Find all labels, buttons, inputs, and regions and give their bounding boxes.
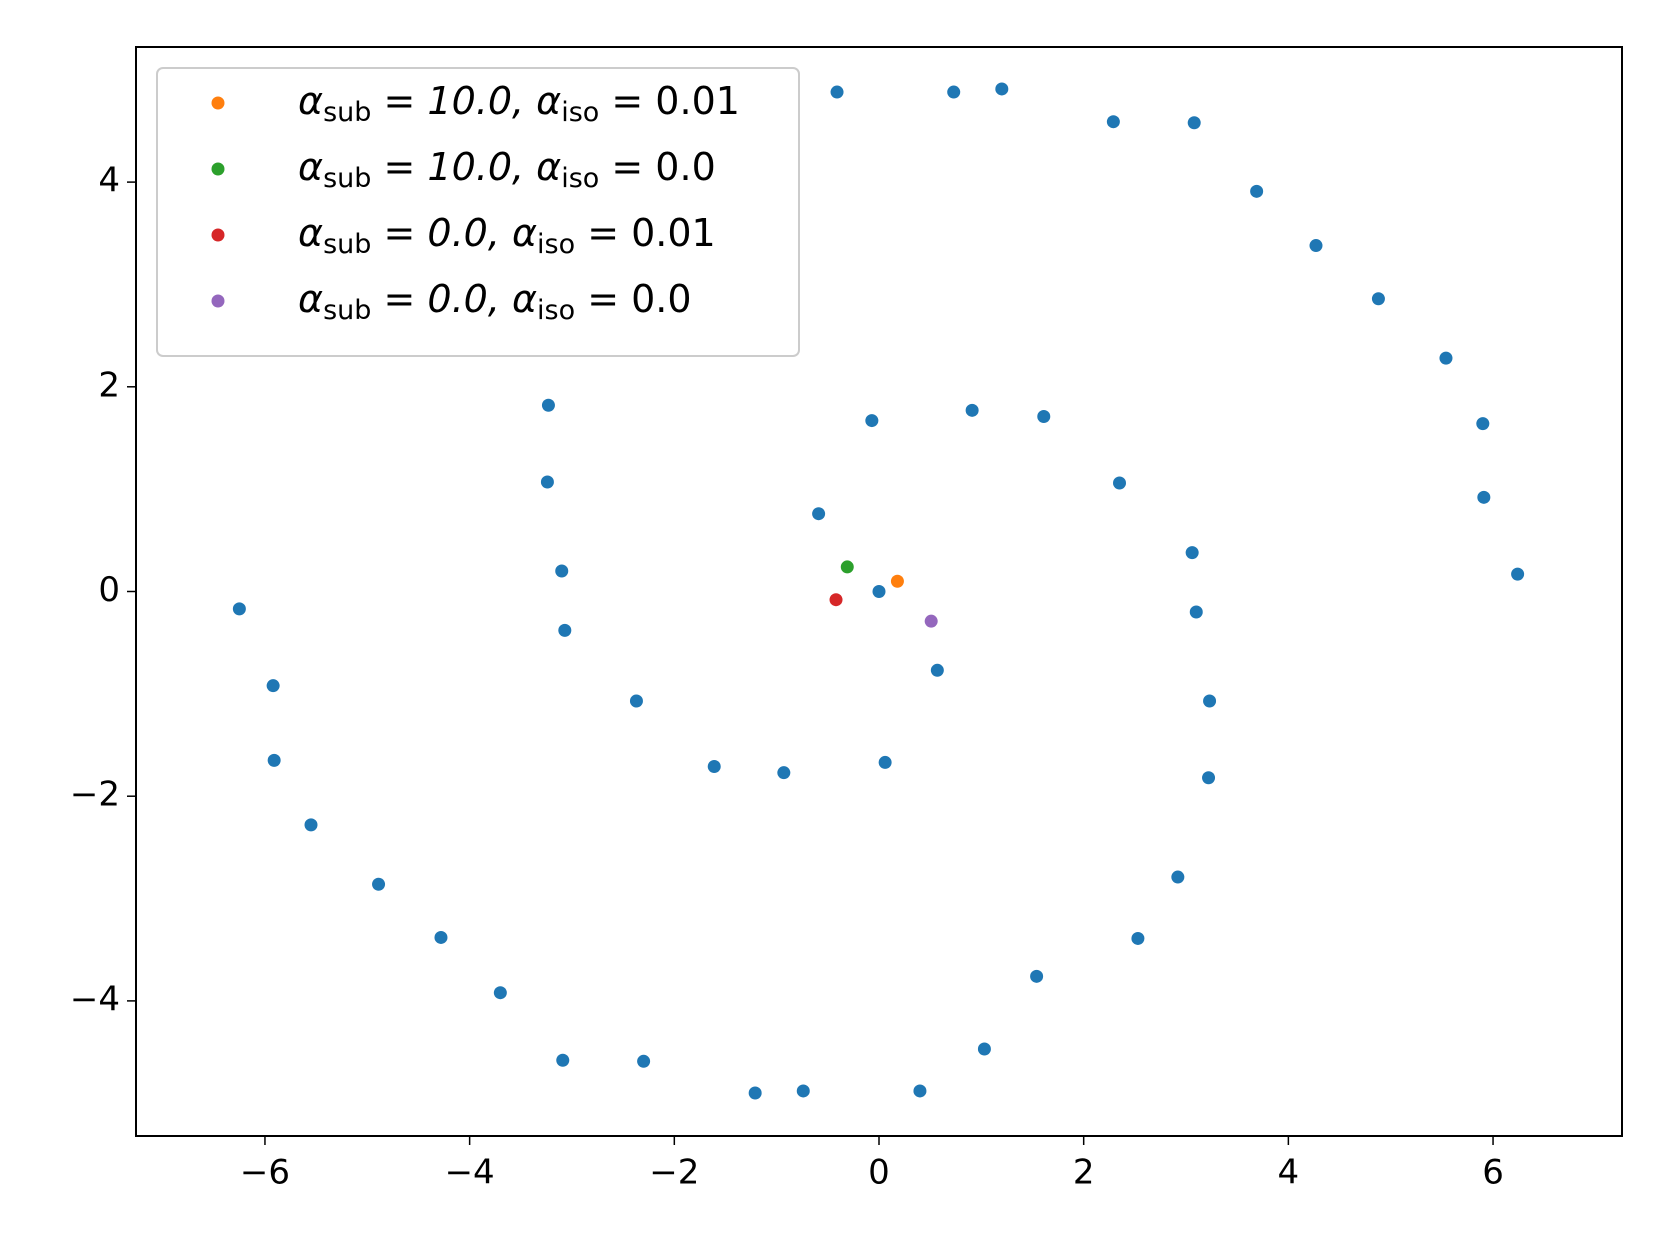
point bbox=[947, 85, 961, 99]
point bbox=[1106, 115, 1120, 129]
point bbox=[1113, 476, 1127, 490]
point bbox=[1037, 409, 1051, 423]
point bbox=[812, 507, 826, 521]
point bbox=[629, 694, 643, 708]
point bbox=[493, 986, 507, 1000]
point bbox=[1185, 546, 1199, 560]
point bbox=[872, 585, 886, 598]
x-tick-label: 4 bbox=[1278, 1153, 1300, 1193]
legend-marker bbox=[211, 96, 225, 110]
legend: αsub = 10.0, αiso = 0.01 αsub = 10.0, αis… bbox=[156, 67, 800, 357]
point bbox=[830, 85, 844, 99]
point bbox=[865, 414, 879, 428]
point bbox=[796, 1084, 810, 1098]
point bbox=[777, 766, 791, 780]
x-tick-label: −6 bbox=[240, 1153, 290, 1193]
point bbox=[232, 602, 246, 616]
x-tick-label: 0 bbox=[868, 1153, 890, 1193]
point bbox=[1189, 605, 1203, 619]
point bbox=[372, 877, 386, 891]
point bbox=[434, 930, 448, 944]
point bbox=[878, 755, 892, 769]
point bbox=[1250, 184, 1264, 198]
point bbox=[1171, 870, 1185, 884]
legend-marker bbox=[211, 162, 225, 176]
legend-label: αsub = 0.0, αiso = 0.0 bbox=[298, 277, 692, 326]
point bbox=[1477, 490, 1491, 504]
point bbox=[1371, 292, 1385, 306]
point bbox=[707, 760, 721, 774]
point bbox=[977, 1042, 991, 1056]
point bbox=[637, 1054, 651, 1068]
x-tick-label: −4 bbox=[445, 1153, 495, 1193]
plot-frame bbox=[135, 46, 1623, 1137]
legend-marker bbox=[211, 228, 225, 242]
x-tick-label: 6 bbox=[1482, 1153, 1504, 1193]
point bbox=[1187, 116, 1201, 130]
point bbox=[1439, 351, 1453, 365]
y-tick-label: −4 bbox=[70, 979, 120, 1019]
point bbox=[267, 753, 281, 767]
legend-marker bbox=[211, 294, 225, 308]
point bbox=[890, 574, 904, 588]
point bbox=[1309, 239, 1323, 253]
point bbox=[1202, 771, 1216, 785]
legend-label: αsub = 10.0, αiso = 0.01 bbox=[298, 79, 740, 128]
point bbox=[840, 560, 854, 574]
x-tick-label: 2 bbox=[1073, 1153, 1095, 1193]
y-tick-label: −2 bbox=[70, 775, 120, 815]
legend-box bbox=[156, 67, 800, 357]
point bbox=[1203, 694, 1217, 708]
point bbox=[913, 1084, 927, 1098]
point bbox=[1476, 417, 1490, 431]
legend-label: αsub = 10.0, αiso = 0.0 bbox=[298, 145, 716, 194]
y-tick-label: 4 bbox=[98, 161, 120, 201]
point bbox=[558, 623, 572, 637]
point bbox=[1511, 567, 1525, 581]
point bbox=[924, 614, 938, 628]
point bbox=[930, 663, 944, 677]
point bbox=[965, 403, 979, 417]
point bbox=[556, 1053, 570, 1067]
point bbox=[555, 564, 569, 578]
point bbox=[304, 818, 318, 832]
y-tick-label: 2 bbox=[98, 365, 120, 405]
point bbox=[748, 1086, 762, 1100]
point bbox=[541, 398, 555, 412]
point bbox=[1030, 969, 1044, 983]
x-tick-label: −2 bbox=[649, 1153, 699, 1193]
point bbox=[829, 593, 843, 607]
point bbox=[266, 679, 280, 693]
y-tick-label: 0 bbox=[98, 570, 120, 610]
legend-label: αsub = 0.0, αiso = 0.01 bbox=[298, 211, 716, 260]
point bbox=[995, 82, 1009, 96]
point bbox=[540, 475, 554, 489]
point bbox=[1131, 931, 1145, 945]
